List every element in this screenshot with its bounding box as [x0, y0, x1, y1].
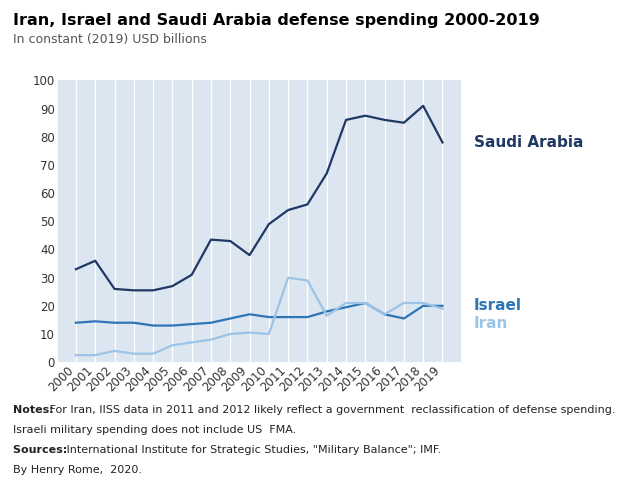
Text: Notes:: Notes:	[13, 405, 54, 415]
Text: Israeli military spending does not include US  FMA.: Israeli military spending does not inclu…	[13, 425, 296, 435]
Text: Saudi Arabia: Saudi Arabia	[474, 135, 583, 150]
Text: International Institute for Strategic Studies, "Military Balance"; IMF.: International Institute for Strategic St…	[63, 445, 441, 455]
Text: By Henry Rome,  2020.: By Henry Rome, 2020.	[13, 465, 142, 475]
Text: Israel: Israel	[474, 298, 522, 313]
Text: For Iran, IISS data in 2011 and 2012 likely reflect a government  reclassificati: For Iran, IISS data in 2011 and 2012 lik…	[46, 405, 616, 415]
Text: Sources:: Sources:	[13, 445, 71, 455]
Text: Iran, Israel and Saudi Arabia defense spending 2000-2019: Iran, Israel and Saudi Arabia defense sp…	[13, 13, 540, 28]
Text: In constant (2019) USD billions: In constant (2019) USD billions	[13, 33, 207, 46]
Text: Iran: Iran	[474, 316, 508, 331]
